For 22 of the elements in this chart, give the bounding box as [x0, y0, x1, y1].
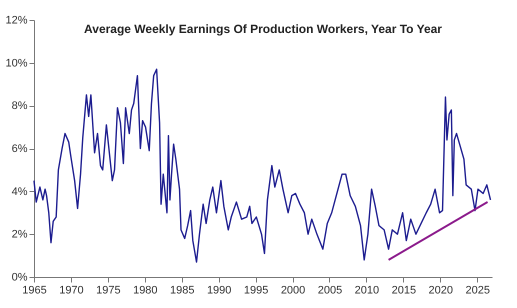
x-tick-label: 1970 — [59, 284, 84, 296]
y-tick-label: 6% — [12, 143, 28, 155]
y-tick-label: 4% — [12, 186, 28, 198]
y-tick-label: 12% — [5, 14, 28, 26]
x-tick-label: 1995 — [244, 284, 268, 296]
y-tick-label: 10% — [5, 57, 28, 70]
x-tick-label: 2000 — [280, 284, 306, 296]
x-tick-label: 1985 — [170, 284, 194, 296]
y-tick-label: 8% — [12, 100, 28, 112]
x-tick-label: 2015 — [392, 284, 416, 296]
x-tick-label: 1965 — [22, 284, 47, 296]
x-tick-label: 2020 — [428, 284, 454, 296]
chart-title: Average Weekly Earnings Of Production Workers, Year To Year — [84, 22, 442, 36]
x-tick-label: 2010 — [354, 284, 380, 296]
x-tick-label: 1980 — [133, 284, 158, 296]
y-tick-label: 0% — [12, 272, 28, 284]
x-tick-label: 2005 — [318, 284, 342, 296]
x-tick-label: 1990 — [206, 284, 232, 296]
line-series — [33, 68, 492, 263]
x-tick-label: 2025 — [465, 284, 490, 296]
x-tick-label: 1975 — [96, 284, 121, 296]
y-tick-label: 2% — [12, 228, 28, 241]
